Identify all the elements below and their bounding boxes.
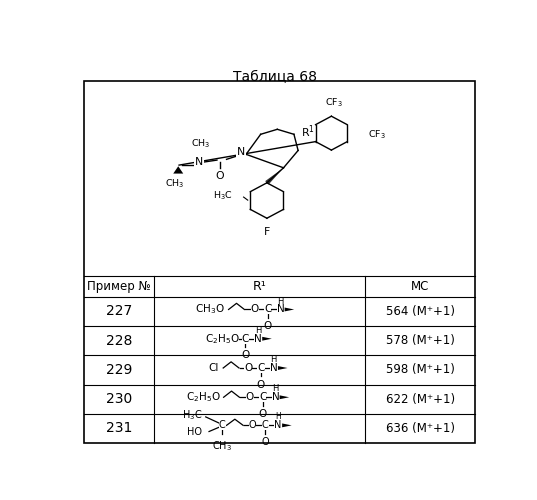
Text: H: H xyxy=(271,355,277,364)
Polygon shape xyxy=(265,168,284,184)
Text: O: O xyxy=(251,304,259,314)
Text: C: C xyxy=(262,420,268,430)
Text: H: H xyxy=(255,326,262,335)
Text: 636 (M⁺+1): 636 (M⁺+1) xyxy=(386,422,455,435)
Text: O: O xyxy=(257,380,265,390)
Text: CH$_3$: CH$_3$ xyxy=(165,178,185,190)
Text: F: F xyxy=(264,226,270,236)
Text: O: O xyxy=(258,409,267,419)
Text: O: O xyxy=(264,321,272,331)
Text: CF$_3$: CF$_3$ xyxy=(324,97,343,110)
Text: 230: 230 xyxy=(106,392,132,406)
Text: HO: HO xyxy=(187,428,202,438)
Text: H$_3$C: H$_3$C xyxy=(182,408,202,422)
Text: R$^1$: R$^1$ xyxy=(301,123,315,140)
Text: H: H xyxy=(277,296,284,306)
Text: R¹: R¹ xyxy=(253,280,267,292)
Text: Пример №: Пример № xyxy=(87,280,151,292)
Text: Cl: Cl xyxy=(209,363,219,373)
Text: N: N xyxy=(270,363,278,373)
Polygon shape xyxy=(282,424,292,428)
Polygon shape xyxy=(262,337,272,340)
Text: 564 (M⁺+1): 564 (M⁺+1) xyxy=(386,305,455,318)
Text: 598 (M⁺+1): 598 (M⁺+1) xyxy=(386,364,455,376)
Text: 622 (M⁺+1): 622 (M⁺+1) xyxy=(386,392,455,406)
Polygon shape xyxy=(278,366,287,370)
Text: N: N xyxy=(272,392,279,402)
Text: CH$_3$: CH$_3$ xyxy=(212,439,233,452)
Text: H$_3$C: H$_3$C xyxy=(213,190,233,202)
Text: N: N xyxy=(277,304,284,314)
Text: N: N xyxy=(254,334,262,344)
Polygon shape xyxy=(173,166,183,173)
Text: C: C xyxy=(259,392,266,402)
Text: 578 (M⁺+1): 578 (M⁺+1) xyxy=(386,334,455,347)
Text: C: C xyxy=(264,304,271,314)
Text: C: C xyxy=(257,363,265,373)
Text: O: O xyxy=(246,392,254,402)
Text: O: O xyxy=(249,420,256,430)
Text: 228: 228 xyxy=(106,334,132,347)
Text: O: O xyxy=(241,350,249,360)
Text: 231: 231 xyxy=(106,422,132,436)
Polygon shape xyxy=(285,308,294,312)
Text: 229: 229 xyxy=(106,363,132,377)
Polygon shape xyxy=(280,396,289,399)
Text: O: O xyxy=(262,437,269,447)
Text: H: H xyxy=(272,384,279,394)
Text: N: N xyxy=(274,420,281,430)
Text: Таблица 68: Таблица 68 xyxy=(233,70,317,84)
Text: O: O xyxy=(215,171,224,181)
Text: C$_2$H$_5$O: C$_2$H$_5$O xyxy=(205,332,240,345)
Text: CH$_3$: CH$_3$ xyxy=(191,138,211,150)
Text: 227: 227 xyxy=(106,304,132,318)
Text: C: C xyxy=(242,334,249,344)
Text: МС: МС xyxy=(411,280,430,292)
Text: CF$_3$: CF$_3$ xyxy=(368,129,386,141)
Text: C: C xyxy=(219,420,226,430)
Text: H: H xyxy=(275,412,281,422)
Text: N: N xyxy=(195,157,203,167)
Text: CH$_3$O: CH$_3$O xyxy=(195,302,224,316)
Text: O: O xyxy=(244,363,252,373)
Text: N: N xyxy=(237,148,245,158)
Text: C$_2$H$_5$O: C$_2$H$_5$O xyxy=(186,390,221,404)
